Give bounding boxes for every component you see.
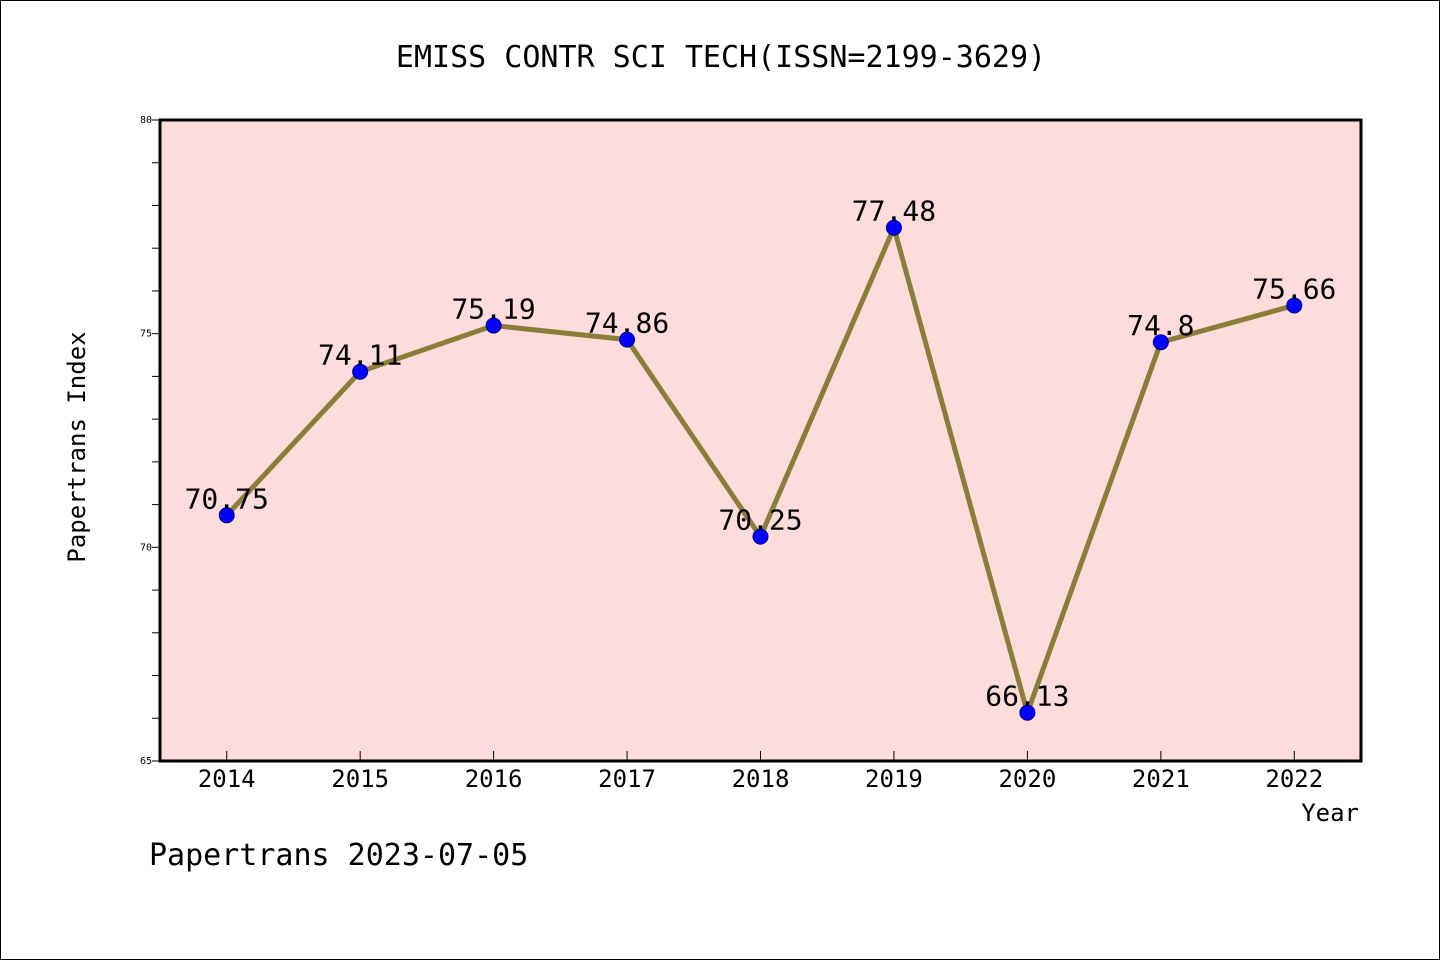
x-tick-label: 2016 bbox=[465, 765, 523, 793]
data-label: 77.48 bbox=[852, 195, 936, 228]
y-tick-label: 80 bbox=[140, 115, 152, 126]
x-tick-label: 2022 bbox=[1265, 765, 1323, 793]
data-point bbox=[485, 317, 502, 334]
data-label: 70.25 bbox=[718, 504, 802, 537]
x-tick-label: 2017 bbox=[598, 765, 656, 793]
data-point bbox=[1152, 334, 1169, 351]
data-label: 74.11 bbox=[318, 339, 402, 372]
x-tick-label: 2020 bbox=[998, 765, 1056, 793]
plot-border bbox=[158, 118, 1363, 763]
data-point bbox=[352, 363, 369, 380]
y-tick-label: 70 bbox=[140, 542, 152, 553]
data-label-layer: 70.75 74.11 75.19 74.86 70.25 77.48 66.13 74.8 7… bbox=[185, 195, 1337, 713]
y-tick-label: 75 bbox=[140, 329, 152, 340]
data-point bbox=[885, 219, 902, 236]
data-label: 75.19 bbox=[451, 293, 535, 326]
y-tick-label: 65 bbox=[140, 756, 152, 767]
data-point bbox=[619, 331, 636, 348]
marker-layer bbox=[218, 219, 1303, 721]
data-point bbox=[218, 507, 235, 524]
data-label: 74.86 bbox=[585, 307, 669, 340]
footer-watermark: Papertrans 2023-07-05 bbox=[149, 838, 528, 873]
x-axis: 2014 2015 2016 2017 2018 2019 2020 2021 2022 bbox=[198, 751, 1323, 793]
data-point bbox=[1019, 704, 1036, 721]
data-point bbox=[752, 528, 769, 545]
x-axis-label: Year bbox=[1301, 799, 1359, 827]
chart-title: EMISS CONTR SCI TECH(ISSN=2199-3629) bbox=[396, 40, 1046, 75]
data-label: 70.75 bbox=[185, 482, 269, 515]
plot-area bbox=[160, 120, 1361, 761]
x-tick-label: 2014 bbox=[198, 765, 256, 793]
x-tick-label: 2015 bbox=[331, 765, 389, 793]
data-label: 66.13 bbox=[985, 680, 1069, 713]
x-tick-label: 2019 bbox=[865, 765, 923, 793]
y-axis-label: Papertrans Index bbox=[63, 331, 91, 562]
x-tick-label: 2021 bbox=[1132, 765, 1190, 793]
data-label: 75.66 bbox=[1252, 272, 1336, 305]
data-point bbox=[1286, 297, 1303, 314]
y-axis: 65 70 75 80 bbox=[140, 115, 160, 767]
x-tick-label: 2018 bbox=[732, 765, 790, 793]
data-label: 74.8 bbox=[1127, 309, 1194, 342]
